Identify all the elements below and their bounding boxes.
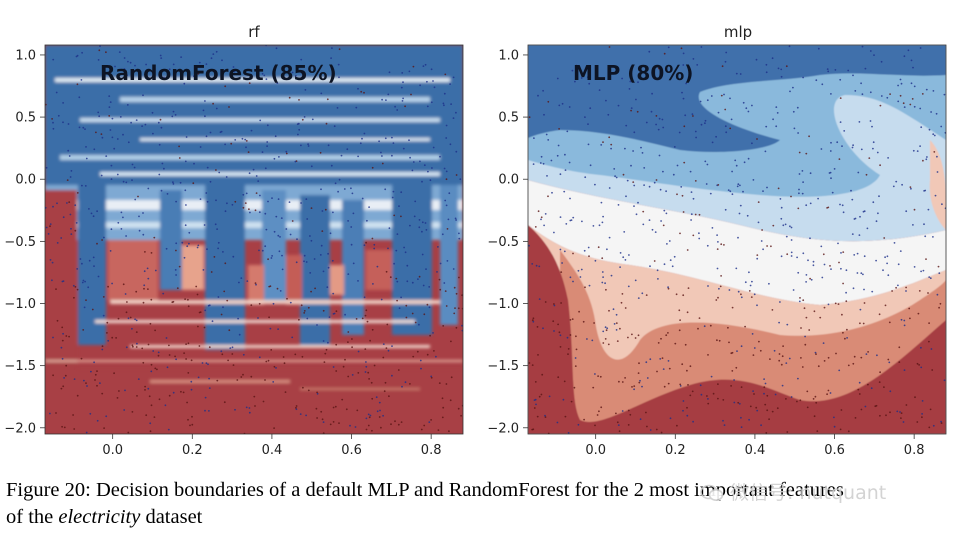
mlp-panel: mlp M xyxy=(487,23,947,458)
rf-y-tick-label: −1.0 xyxy=(4,297,36,312)
rf-title: rf xyxy=(248,23,260,41)
rf-x-tick-label: 0.8 xyxy=(421,443,442,458)
mlp-y-tick-label: −1.5 xyxy=(487,359,519,374)
rf-y-tick-label: 1.0 xyxy=(15,48,36,63)
mlp-x-tick-label: 0.0 xyxy=(585,443,606,458)
rf-x-tick-label: 0.0 xyxy=(102,443,123,458)
rf-scatter-points xyxy=(45,45,463,434)
mlp-y-tick-label: 0.0 xyxy=(498,173,519,188)
watermark: 微信号: nutquant xyxy=(700,478,886,505)
wechat-icon xyxy=(700,484,724,501)
mlp-x-tick-label: 0.2 xyxy=(665,443,686,458)
rf-y-tick-label: 0.5 xyxy=(15,111,36,126)
mlp-title: mlp xyxy=(724,23,752,41)
mlp-x-tick-label: 0.4 xyxy=(745,443,766,458)
rf-x-tick-label: 0.4 xyxy=(262,443,283,458)
mlp-scatter-points xyxy=(528,45,946,434)
mlp-y-tick-label: 1.0 xyxy=(498,48,519,63)
watermark-text: 微信号: nutquant xyxy=(730,482,887,504)
rf-x-tick-label: 0.6 xyxy=(341,443,362,458)
mlp-x-tick-label: 0.8 xyxy=(904,443,925,458)
rf-overlay-label: RandomForest (85%) xyxy=(100,61,337,85)
mlp-y-tick-label: −2.0 xyxy=(487,421,519,436)
caption-line2-end: dataset xyxy=(140,506,203,528)
mlp-x-axis: 0.0 0.2 0.4 0.6 0.8 xyxy=(585,434,924,458)
rf-y-tick-label: 0.0 xyxy=(15,173,36,188)
mlp-y-axis: 1.0 0.5 0.0 −0.5 −1.0 −1.5 −2.0 xyxy=(487,48,528,436)
mlp-x-tick-label: 0.6 xyxy=(824,443,845,458)
caption-line1: Figure 20: Decision boundaries of a defa… xyxy=(6,479,844,501)
rf-panel: rf xyxy=(4,23,464,458)
caption-line2-start: of the xyxy=(6,506,59,528)
rf-y-axis: 1.0 0.5 0.0 −0.5 −1.0 −1.5 −2.0 xyxy=(4,48,45,436)
rf-y-tick-label: −1.5 xyxy=(4,359,36,374)
mlp-y-tick-label: −1.0 xyxy=(487,297,519,312)
rf-x-tick-label: 0.2 xyxy=(182,443,203,458)
mlp-y-tick-label: 0.5 xyxy=(498,111,519,126)
mlp-overlay-label: MLP (80%) xyxy=(573,61,693,85)
caption-dataset: electricity xyxy=(58,506,141,528)
rf-y-tick-label: −2.0 xyxy=(4,421,36,436)
figure: rf xyxy=(4,23,947,458)
mlp-decision-surface xyxy=(528,45,946,434)
rf-y-tick-label: −0.5 xyxy=(4,235,36,250)
mlp-y-tick-label: −0.5 xyxy=(487,235,519,250)
figure-caption: Figure 20: Decision boundaries of a defa… xyxy=(6,477,956,531)
rf-x-axis: 0.0 0.2 0.4 0.6 0.8 xyxy=(102,434,441,458)
rf-decision-surface xyxy=(45,45,463,434)
